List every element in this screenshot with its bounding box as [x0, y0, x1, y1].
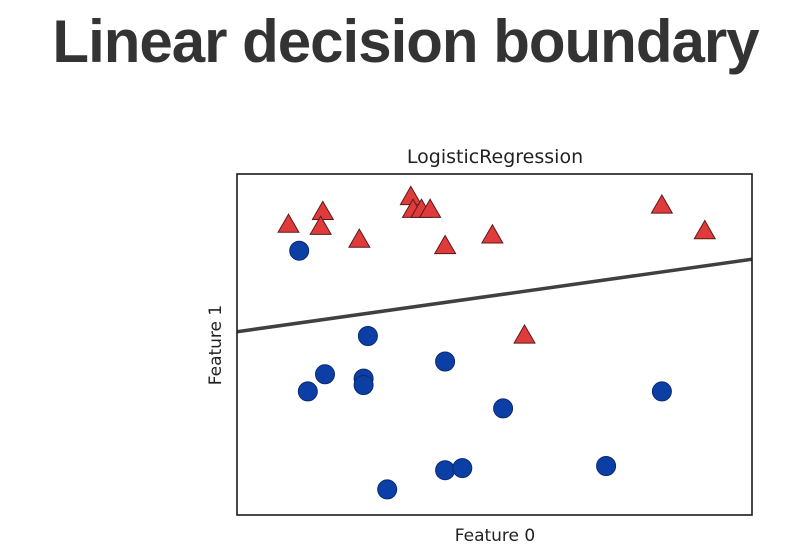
circle-point-1 — [357, 326, 378, 346]
y-axis-label: Feature 1 — [206, 305, 226, 385]
triangle-point-2 — [309, 215, 332, 235]
circle-point-5 — [353, 375, 374, 395]
plot-area — [237, 185, 752, 500]
circle-point-9 — [435, 460, 456, 481]
circle-point-6 — [435, 351, 456, 372]
triangle-point-0 — [277, 213, 300, 233]
triangle-point-10 — [513, 323, 536, 344]
circle-point-0 — [289, 240, 310, 261]
circle-point-2 — [315, 364, 335, 385]
slide-title: Linear decision boundary — [52, 8, 759, 75]
triangle-point-11 — [650, 193, 674, 214]
data-points-layer — [277, 185, 717, 500]
chart-title: LogisticRegression — [407, 146, 583, 168]
triangle-point-8 — [433, 234, 457, 255]
plot-frame — [236, 173, 753, 516]
circle-point-8 — [651, 381, 672, 402]
decision-boundary-line — [237, 257, 752, 334]
circle-point-3 — [297, 381, 318, 402]
decision-boundary-layer — [237, 257, 752, 334]
triangle-point-1 — [311, 200, 335, 220]
circle-point-7 — [493, 398, 514, 419]
triangle-point-12 — [693, 219, 717, 240]
circle-point-10 — [452, 458, 473, 479]
triangle-point-9 — [481, 223, 504, 244]
triangle-point-7 — [418, 198, 442, 218]
x-axis-label: Feature 0 — [455, 526, 535, 546]
circle-point-12 — [377, 479, 398, 500]
circle-point-11 — [596, 456, 617, 476]
triangle-point-3 — [348, 228, 371, 248]
triangle-point-4 — [399, 185, 423, 206]
